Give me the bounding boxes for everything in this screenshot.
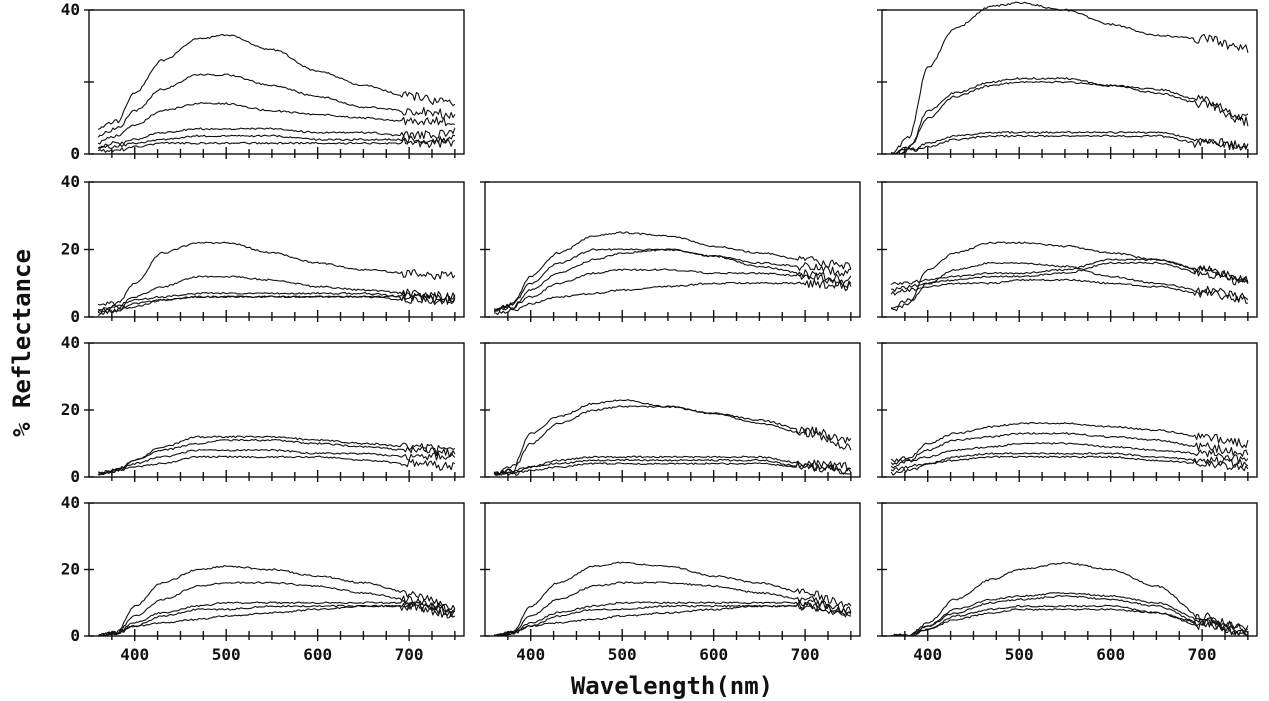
x-tick-label: 500 [608,645,637,664]
panel-r3c3 [877,342,1258,482]
y-tick-label: 20 [61,400,80,419]
series-line [890,455,1249,476]
series-line [890,278,1248,304]
x-tick-label: 700 [1188,645,1217,664]
series-line [890,452,1249,472]
y-tick-label: 40 [61,333,80,352]
x-tick-label: 400 [120,645,149,664]
series-line [493,599,852,637]
series-line [890,130,1249,155]
series-line [890,134,1249,155]
panel-r4c2: 400 500 600 700 [480,502,861,664]
series-line [891,608,1249,637]
series-line [97,275,456,313]
x-tick-label: 600 [303,645,332,664]
panel-r2c2 [480,181,861,322]
y-tick-label: 0 [70,144,80,163]
x-tick-label: 400 [516,645,545,664]
series-line [493,581,852,637]
series-line [890,80,1249,155]
series-line [98,581,455,637]
series-line [493,405,852,476]
series-line [890,432,1249,469]
y-tick-label: 40 [61,493,80,512]
x-tick-label: 700 [395,645,424,664]
series-line [891,561,1249,637]
series-line [97,134,456,150]
series-line [890,592,1249,637]
series-line [97,438,456,476]
series-line [493,455,852,476]
y-tick-label: 40 [61,172,80,191]
series-line [890,604,1248,637]
x-axis-title: Wavelength(nm) [571,672,773,700]
series-line [97,102,456,145]
series-line [493,231,852,312]
panel-r3c1: 0 20 40 [61,333,465,486]
series-line [890,422,1249,466]
series-line [493,458,852,476]
series-line [97,295,456,316]
y-tick-label: 0 [70,307,80,326]
x-tick-label: 400 [913,645,942,664]
series-line [891,594,1249,637]
x-tick-label: 500 [1005,645,1034,664]
series-line [890,76,1249,155]
series-line [493,268,852,311]
y-tick-label: 20 [61,240,80,259]
series-line [97,599,456,637]
series-line [97,33,456,130]
panel-r1c3 [877,1,1258,159]
y-tick-label: 0 [70,467,80,486]
y-tick-label: 0 [70,626,80,645]
x-tick-label: 500 [212,645,241,664]
series-line [97,241,456,306]
series-line [493,561,852,637]
series-line [97,455,456,475]
panel-r2c3 [877,181,1258,322]
panel-r2c1: 0 20 40 [61,172,465,326]
series-line [891,261,1249,292]
series-line [97,73,456,138]
y-tick-label: 40 [61,0,80,19]
series-line [493,603,852,637]
panel-frame [484,502,861,637]
series-line [890,1,1249,155]
series-line [97,127,456,149]
series-line [890,442,1249,465]
series-line [97,601,456,637]
x-tick-label: 700 [791,645,820,664]
panel-r4c3: 400 500 600 700 [877,502,1258,664]
panel-r1c1: 0 40 [61,0,465,163]
y-axis-title: % Reflectance [8,249,36,437]
series-line [493,602,852,637]
x-tick-label: 600 [699,645,728,664]
series-line [98,602,456,637]
series-line [494,462,852,476]
series-line [493,248,852,312]
series-line [98,565,456,637]
panel-r4c1: 0 20 40 400 500 600 700 [61,493,465,664]
series-line [890,258,1249,286]
series-line [97,448,456,476]
x-tick-label: 600 [1096,645,1125,664]
series-line [98,435,456,476]
series-line [97,138,456,153]
panel-r3c2 [480,342,861,482]
series-line [493,248,852,313]
series-line [493,279,852,316]
y-tick-label: 20 [61,560,80,579]
series-line [890,261,1249,312]
